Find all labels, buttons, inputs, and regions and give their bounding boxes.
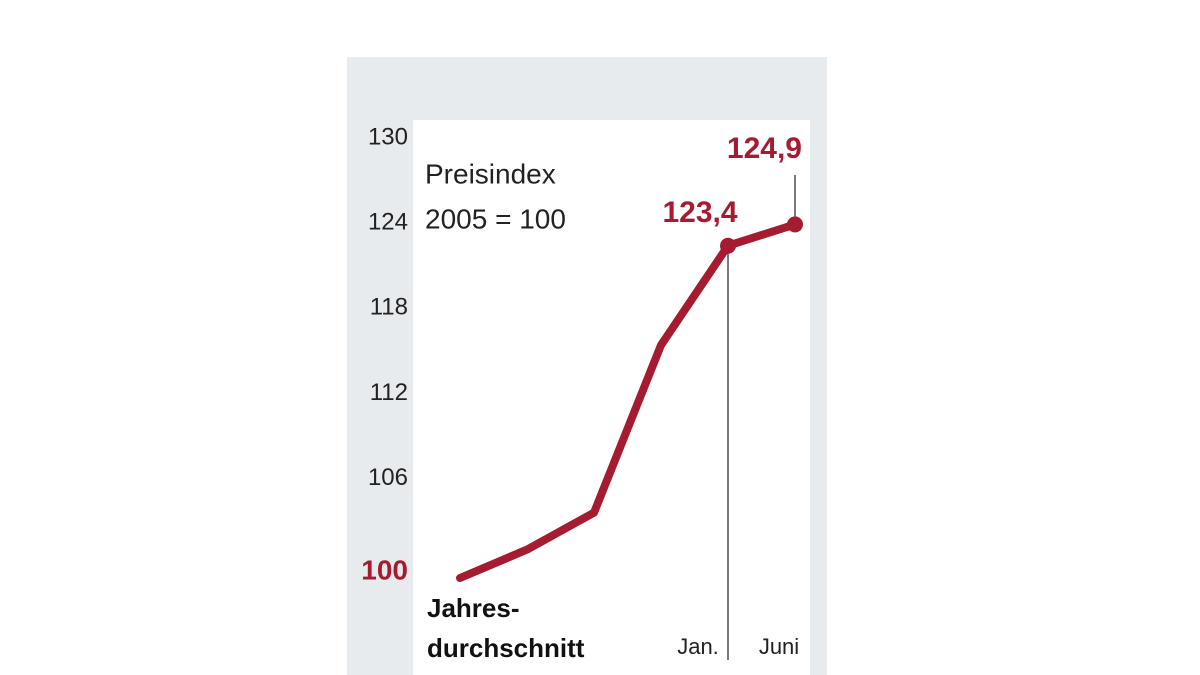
y-tick-label: 112: [370, 379, 408, 406]
y-tick-label: 106: [368, 464, 408, 491]
y-tick-label: 118: [370, 294, 408, 321]
annotation: 2005 = 100: [425, 203, 566, 234]
group-label: durchschnitt: [427, 633, 585, 663]
y-tick-label: 124: [368, 209, 408, 236]
y-tick-label: 100: [361, 554, 408, 585]
value-label: 123,4: [662, 196, 737, 229]
annotation: Preisindex: [425, 158, 556, 189]
plot-area: [413, 120, 810, 675]
point: [720, 237, 736, 254]
group-label: Jahres-: [427, 593, 520, 623]
value-label: 124,9: [727, 132, 802, 165]
x-tick-label: Juni: [759, 634, 799, 659]
line: [456, 220, 799, 582]
y-tick-label: 130: [368, 123, 408, 150]
point: [787, 216, 803, 233]
x-tick-label: Jan.: [677, 634, 719, 659]
